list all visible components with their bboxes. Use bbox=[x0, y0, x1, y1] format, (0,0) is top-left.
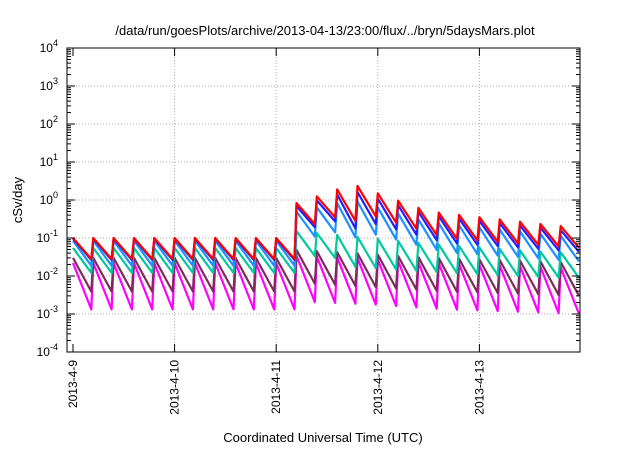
x-tick-label: 2013-4-12 bbox=[371, 360, 385, 415]
x-tick-label: 2013-4-11 bbox=[269, 360, 283, 414]
y-tick-label: 10-1 bbox=[37, 228, 58, 245]
y-tick-exponent: -4 bbox=[50, 342, 58, 352]
y-tick-label: 102 bbox=[40, 114, 58, 131]
y-tick-label: 104 bbox=[40, 38, 58, 55]
y-tick-exponent: 4 bbox=[53, 38, 58, 48]
series-line bbox=[72, 190, 580, 261]
y-tick-label: 10-2 bbox=[37, 266, 58, 283]
y-axis-title: cSv/day bbox=[10, 176, 25, 223]
series-line bbox=[72, 184, 580, 261]
ticks bbox=[67, 47, 580, 353]
chart-title: /data/run/goesPlots/archive/2013-04-13/2… bbox=[115, 23, 535, 38]
y-tick-label: 100 bbox=[40, 190, 58, 207]
y-tick-label: 10-3 bbox=[37, 304, 58, 321]
y-tick-exponent: -2 bbox=[50, 266, 58, 276]
x-tick-label: 2013-4-9 bbox=[66, 360, 80, 408]
grid bbox=[67, 48, 580, 352]
series-line bbox=[72, 248, 580, 297]
x-axis-title: Coordinated Universal Time (UTC) bbox=[223, 430, 422, 445]
y-tick-exponent: -1 bbox=[50, 228, 58, 238]
y-tick-exponent: -3 bbox=[50, 304, 58, 314]
plot-frame bbox=[66, 47, 581, 353]
x-tick-label: 2013-4-10 bbox=[168, 360, 182, 415]
y-tick-label: 10-4 bbox=[37, 342, 58, 359]
series-line bbox=[71, 254, 581, 315]
y-tick-exponent: 2 bbox=[53, 114, 58, 124]
x-tick-label: 2013-4-13 bbox=[472, 360, 486, 415]
y-tick-label: 101 bbox=[40, 152, 58, 169]
y-tick-exponent: 1 bbox=[53, 152, 58, 162]
series-line bbox=[72, 200, 580, 267]
y-tick-exponent: 0 bbox=[53, 190, 58, 200]
y-tick-label: 103 bbox=[40, 76, 58, 93]
x-tick-labels: 2013-4-9 2013-4-10 2013-4-11 2013-4-12 2013-… bbox=[66, 360, 486, 415]
series-group bbox=[71, 184, 581, 315]
y-tick-exponent: 3 bbox=[53, 76, 58, 86]
series-line bbox=[72, 229, 580, 279]
